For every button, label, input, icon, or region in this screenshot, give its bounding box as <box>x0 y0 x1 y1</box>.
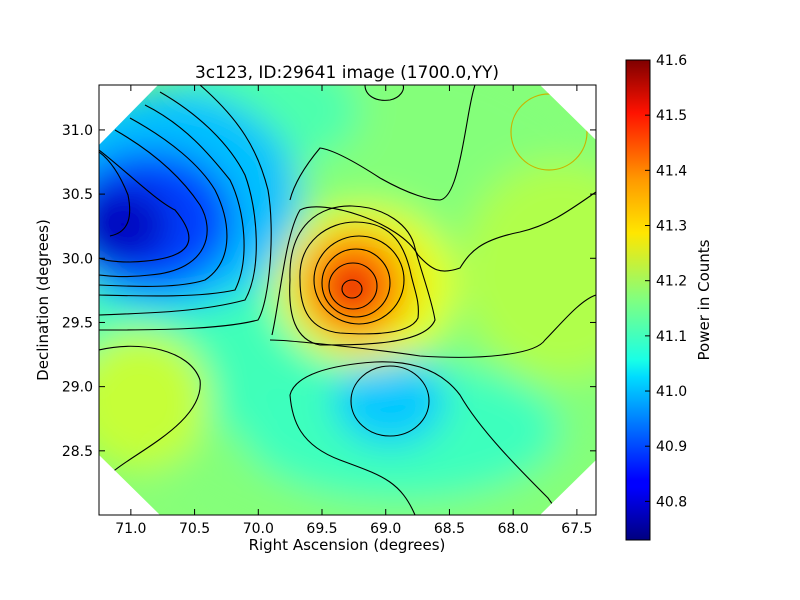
colorbar-tick-label: 41.1 <box>656 329 687 345</box>
y-tick-label: 30.5 <box>62 187 93 203</box>
x-tick-label: 68.5 <box>434 521 465 537</box>
x-tick-label: 69.0 <box>370 521 401 537</box>
colorbar-tick-label: 41.6 <box>656 53 687 69</box>
x-tick-label: 69.5 <box>306 521 337 537</box>
y-tick-label: 29.5 <box>62 315 93 331</box>
x-tick-label: 68.0 <box>498 521 529 537</box>
plot-frame <box>98 84 597 516</box>
x-tick-label: 67.5 <box>561 521 592 537</box>
heatmap-field <box>99 85 596 515</box>
contour-lines <box>99 85 596 515</box>
y-tick-label: 28.5 <box>62 444 93 460</box>
colorbar-tick-label: 41.2 <box>656 274 687 290</box>
field-edge-mask <box>99 85 596 515</box>
colorbar-tick-label: 40.8 <box>656 494 687 510</box>
colorbar-tick-label: 41.5 <box>656 108 687 124</box>
y-tick-label: 30.0 <box>62 251 93 267</box>
x-axis-ticks: 71.0 70.5 70.0 69.5 69.0 68.5 68.0 67.5 <box>115 85 592 537</box>
x-tick-label: 70.5 <box>179 521 210 537</box>
x-tick-label: 71.0 <box>115 521 146 537</box>
colorbar-tick-label: 41.3 <box>656 219 687 235</box>
colorbar-ticks: 40.8 40.9 41.0 41.1 41.2 41.3 41.4 41.5 41.6 <box>645 53 687 510</box>
colorbar-tick-label: 40.9 <box>656 439 687 455</box>
x-axis-label: Right Ascension (degrees) <box>249 536 446 554</box>
colorbar-tick-label: 41.0 <box>656 384 687 400</box>
chart-title: 3c123, ID:29641 image (1700.0,YY) <box>195 63 499 83</box>
colorbar-label: Power in Counts <box>695 239 713 360</box>
y-axis-label: Declination (degrees) <box>34 219 52 381</box>
colorbar-tick-label: 41.4 <box>656 163 687 179</box>
x-tick-label: 70.0 <box>243 521 274 537</box>
y-tick-label: 29.0 <box>62 380 93 396</box>
beam-marker <box>510 93 588 171</box>
y-tick-label: 31.0 <box>62 123 93 139</box>
colorbar <box>625 59 651 541</box>
y-axis-ticks: 28.5 29.0 29.5 30.0 30.5 31.0 <box>62 123 596 460</box>
